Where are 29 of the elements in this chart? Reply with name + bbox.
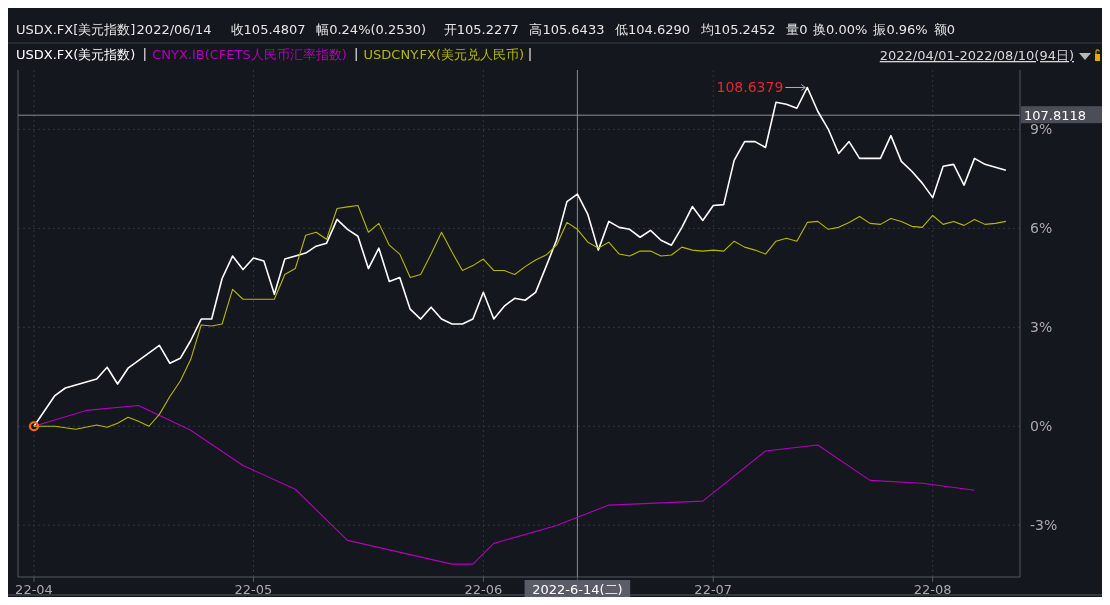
- text: 低104.6290: [615, 22, 691, 37]
- y-tick-label: 0%: [1030, 418, 1053, 435]
- chart-title: USDX.FX[美元指数]: [16, 22, 136, 37]
- x-tick-label: 2022-6-14(二): [532, 582, 623, 597]
- text: USDCNY.FX(美元兑人民币): [363, 47, 525, 62]
- text: 量0: [786, 22, 808, 37]
- annotation: 108.6379: [716, 79, 784, 96]
- text: 高105.6433: [529, 22, 605, 37]
- text: 额0: [933, 22, 956, 37]
- text: 幅0.24%(0.2530): [316, 22, 427, 37]
- x-tick-label: 22-05: [234, 582, 273, 597]
- x-tick-label: 22-06: [464, 582, 503, 597]
- text: 2022/04/01-2022/08/10(94日): [879, 48, 1074, 63]
- y-tick-label: 3%: [1030, 319, 1053, 336]
- text: USDX.FX(美元指数): [16, 47, 136, 62]
- text: 107.8118: [1024, 108, 1087, 124]
- text: 振0.96%: [873, 22, 928, 37]
- text: 2022/06/14: [136, 22, 212, 37]
- text: 开105.2277: [443, 22, 519, 37]
- text: 均105.2452: [699, 22, 776, 37]
- y-tick-label: 9%: [1030, 121, 1053, 138]
- x-tick-label: 22-08: [913, 582, 952, 597]
- text: CNYX.IB(CFETS人民币汇率指数): [152, 47, 347, 62]
- x-tick-label: 22-04: [15, 582, 53, 597]
- y-tick-label: -3%: [1030, 517, 1058, 534]
- text: 收105.4807: [230, 22, 306, 37]
- text: 换0.00%: [813, 22, 868, 37]
- x-tick-label: 22-07: [694, 582, 733, 597]
- y-tick-label: 6%: [1030, 220, 1053, 237]
